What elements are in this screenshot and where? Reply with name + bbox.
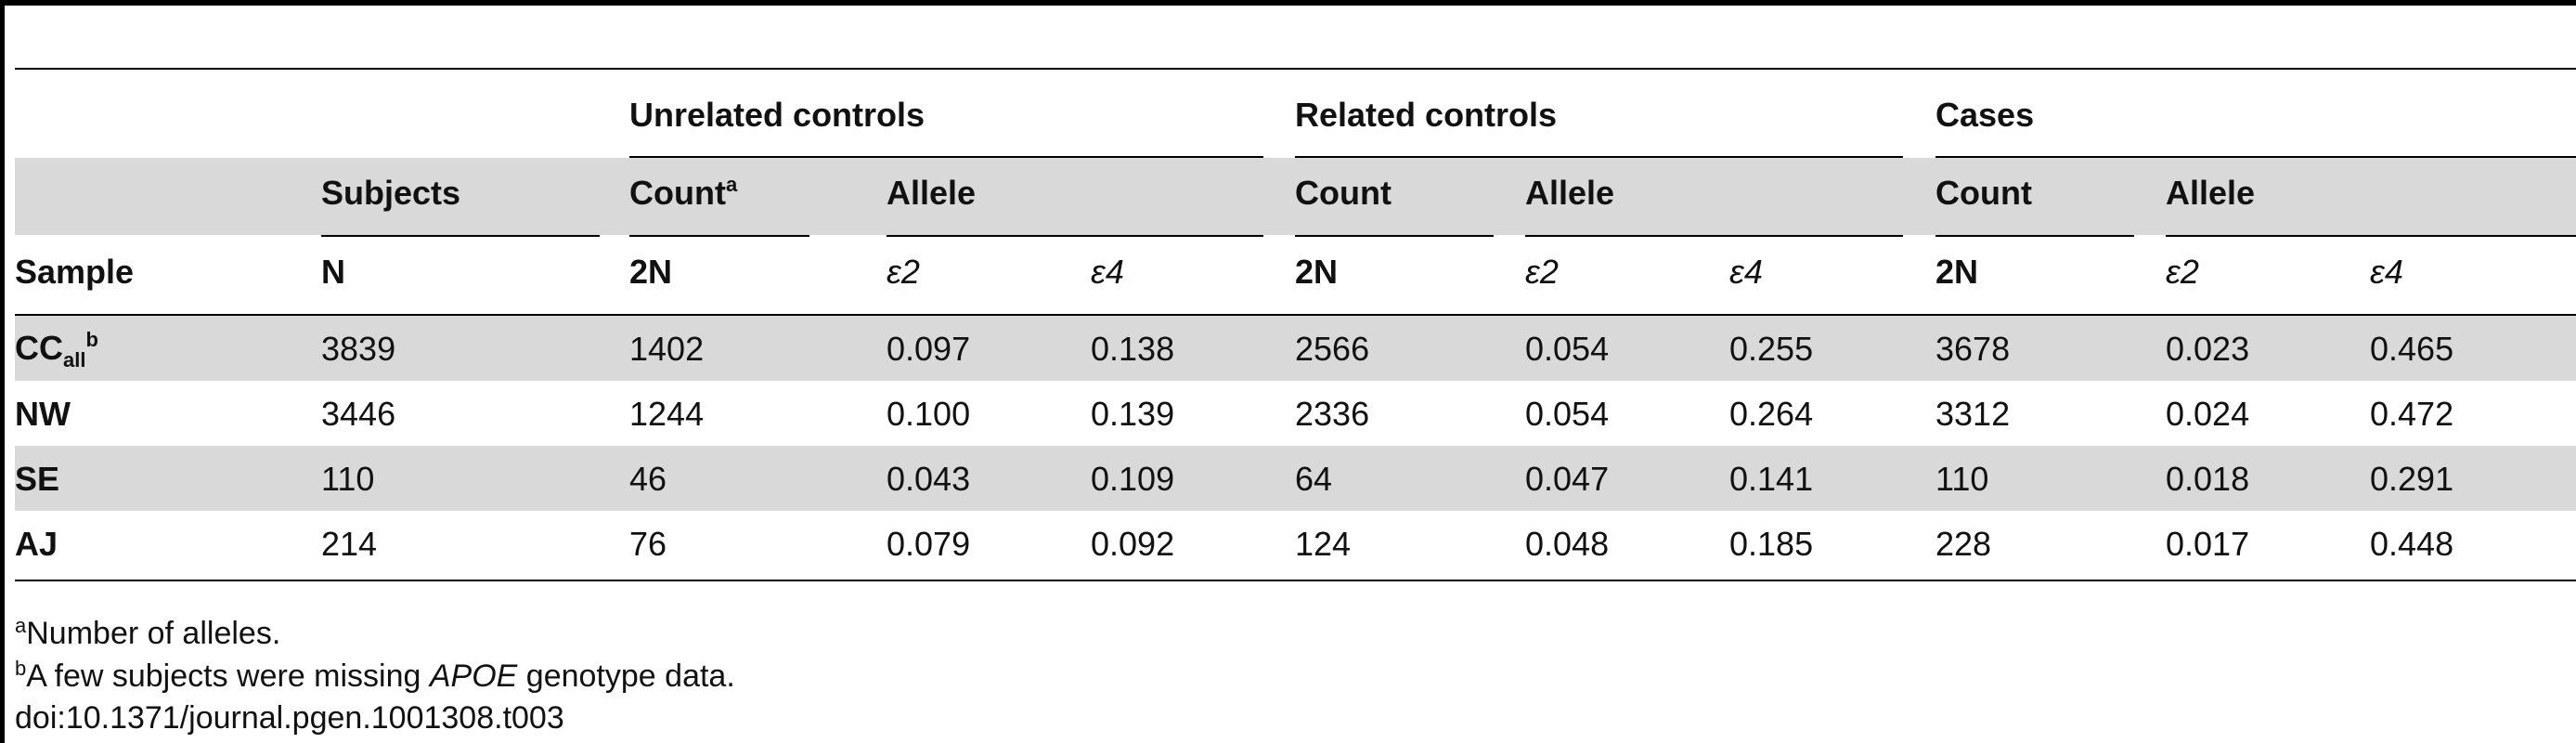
group-rule-unrelated — [629, 156, 1263, 158]
cell-n: 3839 — [321, 330, 396, 368]
cell-related-e2: 0.047 — [1525, 460, 1610, 498]
subheader-allele-unrelated: Allele — [887, 174, 977, 212]
cell-related-e2: 0.054 — [1525, 330, 1610, 368]
row-sample-label: SE — [15, 460, 60, 498]
cell-cases-e4: 0.472 — [2370, 395, 2454, 433]
cell-cases-2n: 228 — [1935, 525, 1992, 563]
colheader-e2-unrelated: ε2 — [887, 253, 920, 291]
subheader-count-cases: Count — [1935, 174, 2032, 212]
colheader-sample: Sample — [15, 253, 135, 291]
group-rule-related — [1295, 156, 1903, 158]
cell-unrelated-2n: 1402 — [629, 330, 705, 368]
top-border — [0, 0, 2576, 6]
colheader-e2-related: ε2 — [1525, 253, 1559, 291]
colheader-2n-related: 2N — [1295, 253, 1339, 291]
colheader-e2-cases: ε2 — [2166, 253, 2199, 291]
subheader-count-related: Count — [1295, 174, 1392, 212]
subheader-subjects: Subjects — [321, 174, 461, 212]
cell-cases-e4: 0.465 — [2370, 330, 2454, 368]
cell-cases-e2: 0.024 — [2166, 395, 2250, 433]
table-top-rule — [15, 68, 2576, 70]
colheader-2n-unrelated: 2N — [629, 253, 673, 291]
row-sample-label: AJ — [15, 525, 58, 563]
cell-unrelated-e2: 0.097 — [887, 330, 971, 368]
cell-unrelated-e2: 0.100 — [887, 395, 971, 433]
row-band-ccall — [15, 316, 2576, 381]
cell-unrelated-e4: 0.139 — [1091, 395, 1175, 433]
subheader-band — [15, 158, 2576, 235]
cell-unrelated-2n: 46 — [629, 460, 667, 498]
cell-related-2n: 2336 — [1295, 395, 1370, 433]
group-header-related: Related controls — [1295, 96, 1558, 134]
cell-cases-2n: 3678 — [1935, 330, 2011, 368]
cell-cases-e4: 0.291 — [2370, 460, 2454, 498]
left-border — [0, 0, 5, 743]
cell-unrelated-e2: 0.079 — [887, 525, 971, 563]
cell-related-2n: 124 — [1295, 525, 1352, 563]
cell-cases-2n: 110 — [1935, 460, 1989, 498]
footnote-b: bA few subjects were missing APOE genoty… — [15, 657, 735, 694]
cell-cases-e2: 0.023 — [2166, 330, 2250, 368]
cell-n: 3446 — [321, 395, 396, 433]
cell-related-e4: 0.141 — [1729, 460, 1814, 498]
table-bottom-rule — [15, 580, 2576, 581]
group-rule-cases — [1935, 156, 2576, 158]
cell-n: 110 — [321, 460, 375, 498]
cell-unrelated-e4: 0.138 — [1091, 330, 1175, 368]
cell-unrelated-e4: 0.092 — [1091, 525, 1175, 563]
cell-related-2n: 64 — [1295, 460, 1333, 498]
sub-rule-count-r — [1295, 235, 1494, 237]
cell-unrelated-e4: 0.109 — [1091, 460, 1175, 498]
cell-n: 214 — [321, 525, 378, 563]
cell-cases-e4: 0.448 — [2370, 525, 2454, 563]
cell-related-e4: 0.264 — [1729, 395, 1814, 433]
sub-rule-allele-u — [887, 235, 1263, 237]
header-bottom-rule — [15, 314, 2576, 316]
doi-link[interactable]: doi:10.1371/journal.pgen.1001308.t003 — [15, 700, 564, 736]
row-sample-label: CCallb — [15, 328, 98, 372]
sub-rule-subjects — [321, 235, 600, 237]
sub-rule-count-c — [1935, 235, 2134, 237]
group-header-unrelated: Unrelated controls — [629, 96, 926, 134]
subheader-count-unrelated: Counta — [629, 173, 738, 212]
sub-rule-count-u — [629, 235, 809, 237]
subheader-allele-cases: Allele — [2166, 174, 2256, 212]
footnote-a: aNumber of alleles. — [15, 614, 281, 651]
colheader-e4-related: ε4 — [1729, 253, 1763, 291]
colheader-e4-cases: ε4 — [2370, 253, 2403, 291]
cell-unrelated-2n: 1244 — [629, 395, 705, 433]
sub-rule-allele-c — [2166, 235, 2576, 237]
cell-related-e2: 0.054 — [1525, 395, 1610, 433]
row-sample-label: NW — [15, 395, 71, 433]
cell-related-e2: 0.048 — [1525, 525, 1610, 563]
cell-unrelated-e2: 0.043 — [887, 460, 971, 498]
cell-cases-e2: 0.018 — [2166, 460, 2250, 498]
colheader-n: N — [321, 253, 345, 291]
sub-rule-allele-r — [1525, 235, 1903, 237]
cell-related-e4: 0.185 — [1729, 525, 1814, 563]
group-header-cases: Cases — [1935, 96, 2035, 134]
cell-cases-2n: 3312 — [1935, 395, 2011, 433]
cell-related-e4: 0.255 — [1729, 330, 1814, 368]
cell-related-2n: 2566 — [1295, 330, 1370, 368]
cell-cases-e2: 0.017 — [2166, 525, 2250, 563]
cell-unrelated-2n: 76 — [629, 525, 667, 563]
subheader-allele-related: Allele — [1525, 174, 1615, 212]
row-band-se — [15, 446, 2576, 511]
colheader-2n-cases: 2N — [1935, 253, 1979, 291]
colheader-e4-unrelated: ε4 — [1091, 253, 1124, 291]
